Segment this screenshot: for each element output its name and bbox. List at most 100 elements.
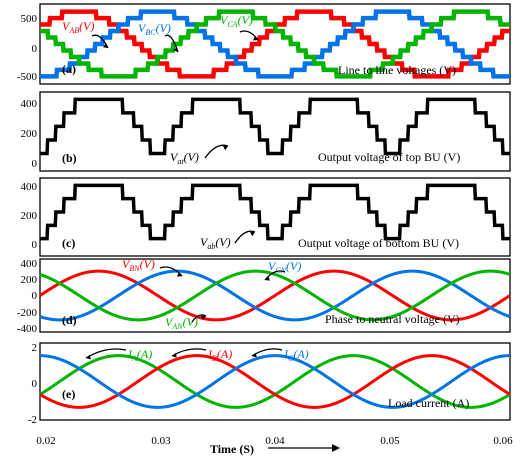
panel-frame [39,3,511,85]
series-label-symbol: V [200,235,209,249]
series-label-symbol: V [220,13,229,27]
chart-panel: 400 200 0 (c) Output voltage of bottom BU (V… [21,177,511,257]
annotation-arrowhead-icon [265,276,270,281]
x-tick-label: 0.03 [151,435,171,447]
annotation-arrowhead-icon [177,272,182,277]
y-tick-label: 0 [32,378,38,390]
x-tick-label: 0.04 [265,435,285,447]
y-tick-label: 200 [21,210,38,222]
series-label-unit: (A) [293,347,308,361]
panel-title: Phase to neutral voltage (V) [325,312,460,326]
series-label-subscript: AB [68,26,79,35]
panel-label: (a) [62,62,76,76]
y-tick-label: 0 [32,43,38,55]
chart-panel: 400 200 0 (b) Output voltage of top BU (V) Va… [21,91,511,172]
series-label-unit: (A) [137,347,152,361]
series-label-subscript: A [131,354,137,363]
panel-title: Output voltage of bottom BU (V) [298,236,459,250]
y-tick-label: 2 [32,342,38,354]
chart-panel: 20-2(e)Load current (A)IA(A) IB(A) IC(A) [28,342,511,426]
annotation-arrowhead-icon [223,145,228,151]
annotation-arrowhead-icon [253,36,258,41]
panel-label: (e) [62,387,75,401]
y-tick-label: 0 [32,239,38,251]
series-label-subscript: C [288,354,294,363]
x-tick-label: 0.02 [36,435,55,447]
annotation-arrowhead-icon [173,47,178,52]
series-label-unit: (V) [238,13,253,27]
series-label: Vab(V) [200,235,231,251]
series-label-symbol: I [127,347,133,361]
series-line [40,97,510,156]
annotation-arrow [234,230,256,244]
series-label-unit: (V) [286,259,301,273]
series-line [39,269,511,322]
series-label-symbol: V [138,21,147,35]
chart-panel: 400 200 0 -200 -400 (d) Phase to neutral volta… [17,257,511,335]
y-tick-label: 500 [21,13,38,25]
panel-title: Load current (A) [388,396,469,410]
series-label-subscript: at [177,157,184,166]
annotation-arrowhead-icon [103,43,108,48]
series-label: Vat(V) [170,150,199,166]
series-label: VCA(V) [220,13,253,29]
panel-label: (b) [62,151,77,165]
series-label-subscript: BN [129,264,140,273]
panel-title: Output voltage of top BU (V) [318,150,460,164]
y-tick-label: 200 [21,274,38,286]
y-tick-label: 400 [21,258,38,270]
series-line [39,269,511,322]
series-label-symbol: V [170,150,179,164]
series-label-symbol: V [62,19,71,33]
annotation-arrowhead-icon [172,352,177,358]
series-label-symbol: I [207,347,213,361]
y-tick-label: -400 [17,323,38,335]
series-label-symbol: V [122,257,131,271]
x-axis-label: Time (S) [210,442,254,456]
series-line [40,9,510,79]
panel-frame [39,91,511,172]
series-label: VBC(V) [138,21,171,37]
annotation-arrowhead-icon [86,354,91,360]
annotation-arrowhead-icon [250,232,255,237]
y-tick-label: -200 [17,307,38,319]
x-tick-label: 0.06 [493,435,513,447]
series-label: IC(A) [283,347,309,363]
series-label-subscript: B [212,354,217,363]
series-label: IB(A) [207,347,232,363]
series-label-symbol: V [268,259,277,273]
y-tick-label: 200 [21,128,38,140]
annotation-arrow [204,144,229,159]
series-label-unit: (V) [184,150,199,164]
y-tick-label: -2 [28,414,37,426]
series-line [39,269,511,322]
x-tick-label: 0.05 [380,435,400,447]
series-label-symbol: I [283,347,289,361]
series-label-symbol: V [165,315,174,329]
series-label-unit: (A) [217,347,232,361]
series-label-subscript: CA [227,20,237,29]
y-tick-label: 0 [32,158,38,170]
panel-frame [39,177,511,257]
series-label-unit: (V) [79,19,94,33]
y-tick-label: 400 [21,98,38,110]
series-line [40,354,510,409]
panel-label: (d) [62,313,77,327]
series-label-subscript: AN [171,322,183,331]
series-label: VAB(V) [62,19,94,35]
series-label-subscript: BC [145,28,156,37]
annotation-arrow [191,314,207,323]
x-axis-arrowhead-icon [332,444,340,452]
panel-title: Line to line voltages (V) [338,63,456,77]
series-label: IA(A) [127,347,152,363]
annotation-arrowhead-icon [252,352,257,358]
panel-label: (c) [62,236,75,250]
annotation-arrowhead-icon [201,315,206,320]
series-label-unit: (V) [215,235,230,249]
y-tick-label: 0 [32,290,38,302]
y-tick-label: 400 [21,181,38,193]
y-tick-label: -500 [17,71,38,83]
series-line [40,183,510,241]
